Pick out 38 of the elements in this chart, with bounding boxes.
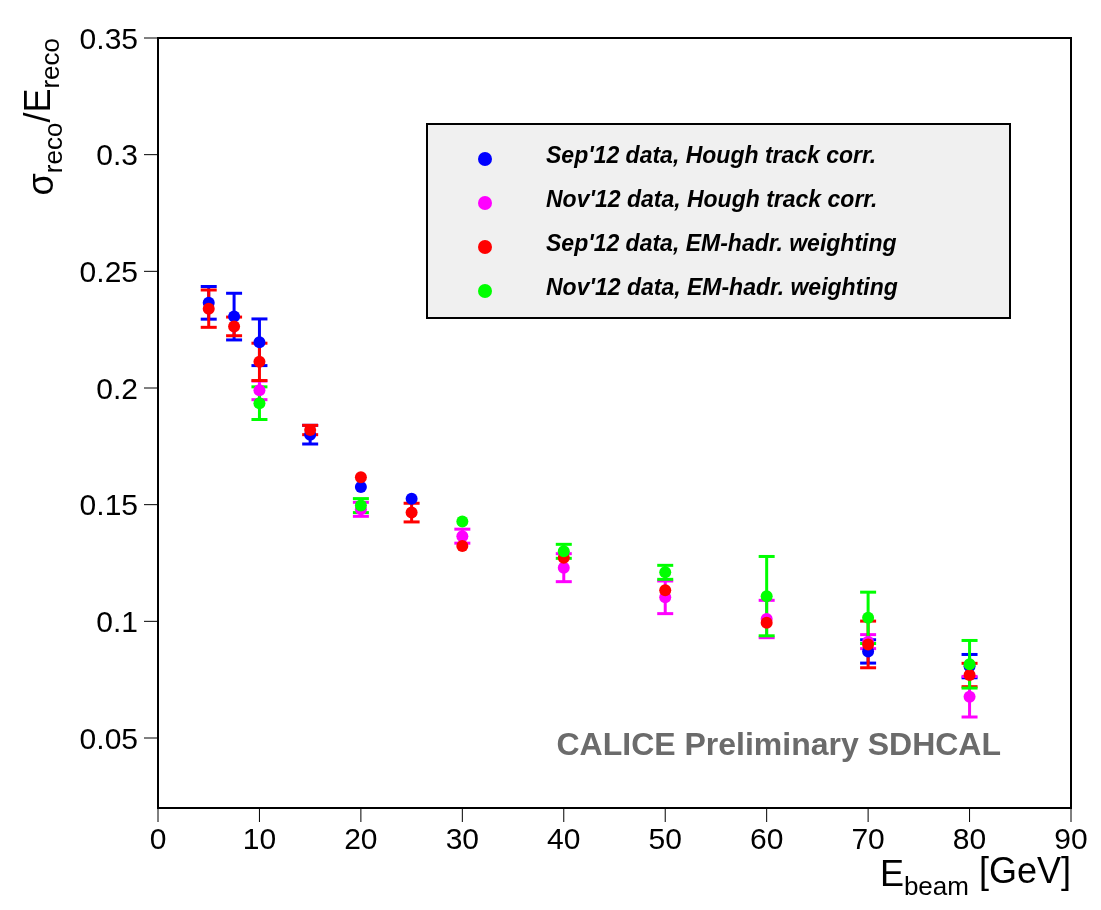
point [253, 355, 266, 368]
x-tick-label: 40 [547, 822, 581, 856]
annotation: CALICE Preliminary SDHCAL [556, 726, 1001, 763]
x-tick-label: 50 [648, 822, 682, 856]
y-tick-label: 0.1 [96, 604, 138, 638]
x-tick-label: 60 [749, 822, 784, 856]
y-tick-label: 0.15 [79, 488, 138, 522]
point [760, 616, 773, 629]
y-tick-label: 0.35 [79, 21, 138, 55]
x-tick-label: 20 [344, 822, 378, 856]
point [760, 590, 773, 603]
legend-label: Sep'12 data, Hough track corr. [546, 142, 877, 168]
y-tick-label: 0.2 [96, 371, 138, 405]
legend-label: Sep'12 data, EM-hadr. weighting [546, 230, 897, 256]
point [963, 669, 976, 681]
point [405, 506, 418, 519]
point [253, 384, 266, 397]
x-tick-label: 0 [149, 822, 167, 856]
x-tick-label: 10 [242, 822, 277, 856]
x-tick-label: 30 [445, 822, 480, 856]
point [253, 397, 266, 410]
point [456, 515, 469, 528]
point [659, 584, 672, 597]
point [659, 566, 672, 579]
point [862, 611, 875, 624]
point [354, 471, 367, 484]
legend-label: Nov'12 data, Hough track corr. [546, 186, 878, 212]
y-tick-label: 0.25 [79, 254, 138, 288]
point [963, 690, 976, 703]
y-tick-label: 0.05 [79, 721, 138, 755]
point [228, 320, 241, 333]
legend-label: Nov'12 data, EM-hadr. weighting [546, 274, 898, 300]
point [405, 492, 418, 505]
point [253, 336, 266, 349]
y-tick-label: 0.3 [96, 138, 138, 172]
point [228, 310, 241, 323]
point [202, 302, 215, 315]
point [456, 539, 469, 552]
